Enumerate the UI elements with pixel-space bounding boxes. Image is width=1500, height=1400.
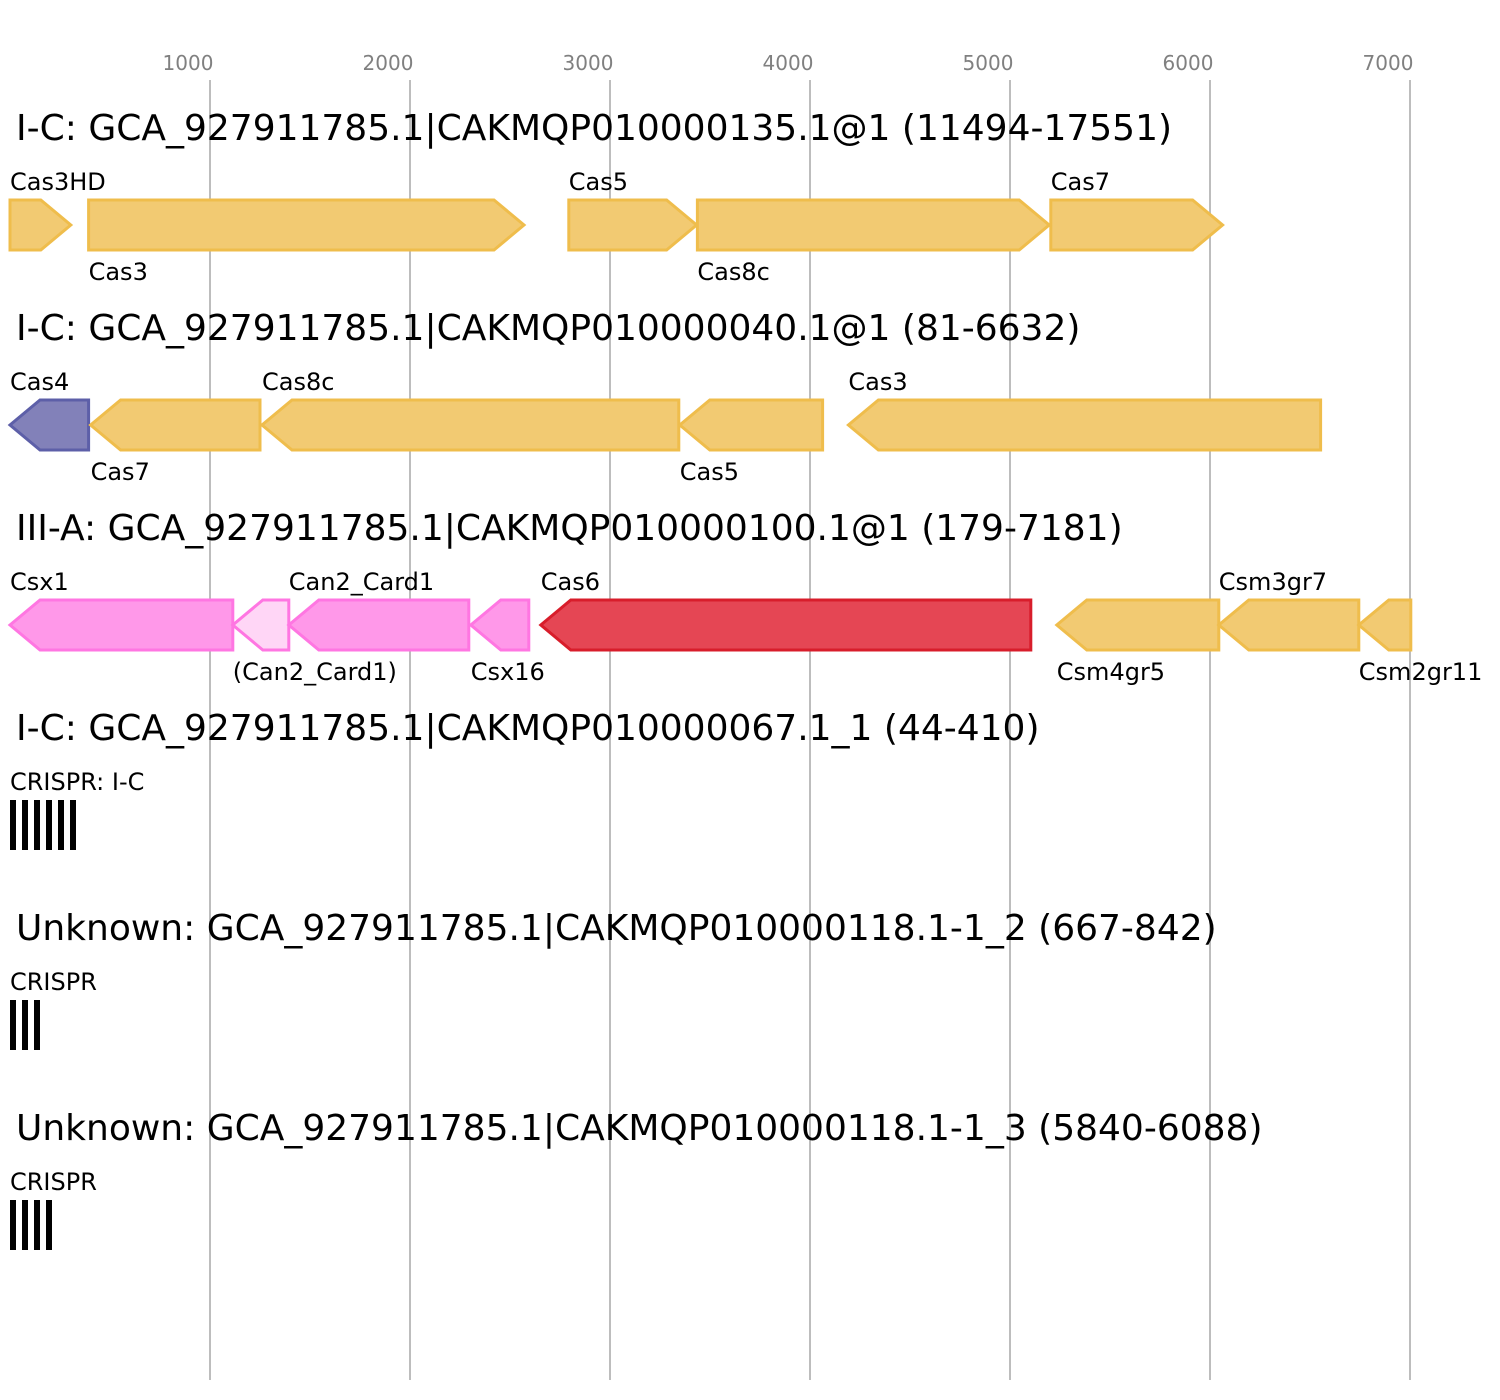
tick-label-7000: 7000 <box>1363 51 1414 75</box>
gene-label-cas3hd: Cas3HD <box>10 168 106 196</box>
tick-label-3000: 3000 <box>563 51 614 75</box>
tick-label-5000: 5000 <box>963 51 1014 75</box>
axis-tick-labels: 1000 2000 3000 4000 5000 6000 7000 <box>163 51 1414 75</box>
gene-label-cas5: Cas5 <box>569 168 628 196</box>
track-title: III-A: GCA_927911785.1|CAKMQP010000100.1… <box>16 508 1123 549</box>
gene-arrow-csm2gr11 <box>1356 598 1413 652</box>
tracks: I-C: GCA_927911785.1|CAKMQP010000135.1@1… <box>7 108 1483 1250</box>
gene-arrow-csm4gr5 <box>1054 598 1221 652</box>
track-title: I-C: GCA_927911785.1|CAKMQP010000067.1_1… <box>16 708 1040 749</box>
gene-arrow-cas8c <box>695 198 1052 252</box>
track-title: I-C: GCA_927911785.1|CAKMQP010000040.1@1… <box>16 308 1080 349</box>
crispr-repeat-bar <box>34 800 40 850</box>
tick-label-4000: 4000 <box>763 51 814 75</box>
crispr-repeat-bar <box>22 800 28 850</box>
track-5: Unknown: GCA_927911785.1|CAKMQP010000118… <box>10 908 1217 1050</box>
gene-arrow-cas6 <box>538 598 1033 652</box>
gene-label-csm3gr7: Csm3gr7 <box>1219 568 1327 596</box>
gene-arrow-csx1 <box>7 598 235 652</box>
gene-arrow-cas3hd <box>8 198 74 252</box>
track-title: I-C: GCA_927911785.1|CAKMQP010000135.1@1… <box>16 108 1172 149</box>
gene-arrow-cas7 <box>88 398 262 452</box>
gene-arrow-can2-card1 <box>286 598 471 652</box>
crispr-repeat-bar <box>22 1000 28 1050</box>
gene-label-cas3: Cas3 <box>848 368 907 396</box>
gene-label-cas7: Cas7 <box>91 458 150 486</box>
track-3: III-A: GCA_927911785.1|CAKMQP010000100.1… <box>7 508 1483 686</box>
gene-arrow-cas5 <box>567 198 699 252</box>
track-title: Unknown: GCA_927911785.1|CAKMQP010000118… <box>16 908 1217 949</box>
gene-label-cas5: Cas5 <box>680 458 739 486</box>
crispr-repeat-bar <box>46 1200 52 1250</box>
gene-label-cas8c: Cas8c <box>262 368 334 396</box>
gene-label-csx16: Csx16 <box>471 658 545 686</box>
gene-arrow-csm3gr7 <box>1216 598 1361 652</box>
crispr-label: CRISPR <box>10 1168 97 1196</box>
gene-label-csm4gr5: Csm4gr5 <box>1057 658 1165 686</box>
tick-label-1000: 1000 <box>163 51 214 75</box>
crispr-label: CRISPR <box>10 968 97 996</box>
gene-label-csx1: Csx1 <box>10 568 69 596</box>
crispr-repeat-bar <box>70 800 76 850</box>
gene-label-cas6: Cas6 <box>541 568 600 596</box>
tick-label-2000: 2000 <box>363 51 414 75</box>
crispr-repeat-bar <box>34 1200 40 1250</box>
track-2: I-C: GCA_927911785.1|CAKMQP010000040.1@1… <box>7 308 1323 486</box>
gene-arrow-cas4 <box>7 398 91 452</box>
axis-grid <box>209 80 1411 1380</box>
crispr-repeat-bar <box>34 1000 40 1050</box>
track-1: I-C: GCA_927911785.1|CAKMQP010000135.1@1… <box>8 108 1225 286</box>
gene-arrow-cas7 <box>1049 198 1225 252</box>
gene-arrow-can2-card1 <box>230 598 291 652</box>
gene-arrow-cas5 <box>677 398 825 452</box>
gene-arrow-csx16 <box>468 598 531 652</box>
gene-arrow-cas3 <box>87 198 527 252</box>
crispr-repeat-bar <box>46 800 52 850</box>
gene-label-can2-card1: (Can2_Card1) <box>233 658 397 686</box>
crispr-repeat-bar <box>22 1200 28 1250</box>
track-title: Unknown: GCA_927911785.1|CAKMQP010000118… <box>16 1108 1262 1149</box>
gene-label-csm2gr11: Csm2gr11 <box>1359 658 1483 686</box>
crispr-repeat-bar <box>58 800 64 850</box>
gene-label-cas8c: Cas8c <box>697 258 769 286</box>
tick-label-6000: 6000 <box>1163 51 1214 75</box>
gene-arrow-cas8c <box>259 398 681 452</box>
crispr-repeat-bar <box>10 1000 16 1050</box>
crispr-repeat-bar <box>10 800 16 850</box>
gene-label-can2-card1: Can2_Card1 <box>289 568 434 596</box>
track-6: Unknown: GCA_927911785.1|CAKMQP010000118… <box>10 1108 1262 1250</box>
crispr-repeat-bar <box>10 1200 16 1250</box>
gene-arrow-cas3 <box>846 398 1323 452</box>
crispr-label: CRISPR: I-C <box>10 768 144 796</box>
gene-label-cas7: Cas7 <box>1051 168 1110 196</box>
gene-label-cas4: Cas4 <box>10 368 69 396</box>
gene-label-cas3: Cas3 <box>89 258 148 286</box>
track-4: I-C: GCA_927911785.1|CAKMQP010000067.1_1… <box>10 708 1040 850</box>
